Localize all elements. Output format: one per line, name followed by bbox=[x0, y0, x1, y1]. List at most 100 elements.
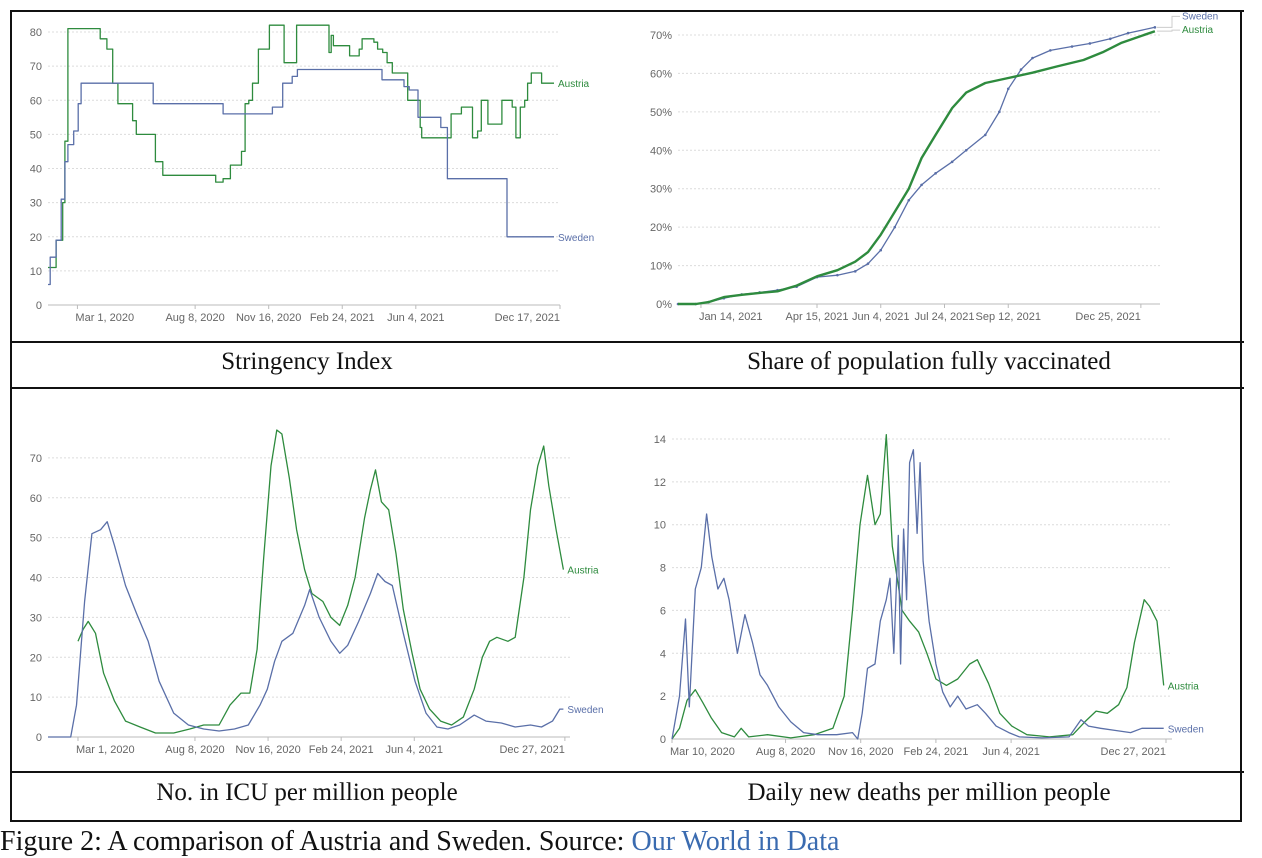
y-tick-label: 50 bbox=[30, 533, 42, 545]
series-label-sweden: Sweden bbox=[1182, 11, 1218, 22]
x-tick-label: Aug 8, 2020 bbox=[165, 312, 224, 324]
x-tick-label: Mar 1, 2020 bbox=[75, 312, 134, 324]
series-label-sweden: Sweden bbox=[567, 705, 603, 716]
data-point-sweden bbox=[893, 225, 897, 229]
data-point-sweden bbox=[853, 270, 857, 273]
data-point-sweden bbox=[879, 248, 883, 252]
divider-top-charts-bottom bbox=[10, 341, 1244, 343]
y-tick-label: 40 bbox=[30, 164, 42, 176]
series-line-sweden bbox=[671, 449, 1164, 740]
x-tick-label: Jun 4, 2021 bbox=[386, 744, 444, 756]
series-label-austria: Austria bbox=[1182, 25, 1214, 36]
x-tick-label: Dec 27, 2021 bbox=[499, 744, 564, 756]
vaccinated-chart: 0% 10% 20% 30% 40% 50% 60% 70% Jan 14, 2021 Apr 1… bbox=[650, 11, 1218, 323]
y-tick-label: 70% bbox=[650, 30, 672, 42]
x-tick-label: Dec 27, 2021 bbox=[1101, 746, 1166, 758]
panel-label-icu: No. in ICU per million people bbox=[156, 779, 458, 806]
data-point-sweden bbox=[1088, 42, 1092, 45]
deaths-chart: 0 2 4 6 8 10 12 14 Mar 10, 2020 Aug 8, 2020 Nov 16… bbox=[654, 434, 1204, 758]
y-tick-label: 4 bbox=[660, 648, 666, 660]
series-line-austria bbox=[678, 30, 1156, 306]
y-tick-label: 40% bbox=[650, 145, 672, 157]
y-tick-label: 0 bbox=[36, 732, 42, 744]
data-point-sweden bbox=[1049, 49, 1052, 52]
data-point-sweden bbox=[934, 172, 937, 175]
x-tick-label: Nov 16, 2020 bbox=[235, 744, 300, 756]
divider-bottom-charts-bottom bbox=[10, 771, 1244, 773]
data-point-sweden bbox=[964, 148, 968, 152]
series-line-sweden bbox=[678, 26, 1156, 305]
data-point-sweden bbox=[920, 183, 923, 187]
data-point-sweden bbox=[1126, 31, 1130, 35]
y-tick-label: 14 bbox=[654, 434, 666, 446]
x-tick-label: Aug 8, 2020 bbox=[165, 744, 224, 756]
series-label-austria: Austria bbox=[1168, 681, 1200, 692]
data-point-sweden bbox=[1019, 68, 1023, 71]
y-tick-label: 0 bbox=[36, 300, 42, 312]
y-tick-label: 20 bbox=[30, 232, 42, 244]
series-label-austria: Austria bbox=[567, 566, 599, 577]
x-tick-label: Feb 24, 2021 bbox=[309, 744, 374, 756]
data-point-sweden bbox=[998, 110, 1001, 114]
x-tick-label: Aug 8, 2020 bbox=[756, 746, 815, 758]
divider-labels-top-row bbox=[10, 387, 1244, 389]
data-point-sweden bbox=[950, 160, 954, 164]
data-point-sweden bbox=[1070, 45, 1074, 48]
figure-caption: Figure 2: A comparison of Austria and Sw… bbox=[0, 826, 839, 858]
x-tick-label: Nov 16, 2020 bbox=[828, 746, 893, 758]
y-tick-label: 10 bbox=[30, 692, 42, 704]
series-line-sweden bbox=[48, 521, 564, 738]
x-tick-label: Jul 24, 2021 bbox=[915, 311, 975, 323]
label-connector bbox=[1156, 29, 1180, 32]
x-tick-label: Apr 15, 2021 bbox=[785, 311, 848, 323]
data-point-sweden bbox=[866, 262, 870, 265]
series-line-austria bbox=[77, 429, 565, 734]
label-connector bbox=[1156, 15, 1180, 28]
x-tick-label: Dec 25, 2021 bbox=[1075, 311, 1140, 323]
series-label-sweden: Sweden bbox=[1168, 724, 1204, 735]
x-tick-label: Jun 4, 2021 bbox=[852, 311, 910, 323]
x-tick-label: Mar 1, 2020 bbox=[76, 744, 135, 756]
y-tick-label: 6 bbox=[660, 605, 666, 617]
data-point-sweden bbox=[1108, 37, 1112, 41]
y-tick-label: 0% bbox=[656, 299, 672, 311]
y-tick-label: 8 bbox=[660, 563, 666, 575]
y-tick-label: 12 bbox=[654, 477, 666, 489]
y-tick-label: 50% bbox=[650, 107, 672, 119]
panel-label-deaths: Daily new deaths per million people bbox=[747, 779, 1111, 806]
stringency-chart: 0 10 20 30 40 50 60 70 80 Mar 1, 2020 Aug 8, 2020 N… bbox=[30, 24, 594, 324]
data-point-sweden bbox=[1006, 87, 1010, 91]
data-point-sweden bbox=[1153, 26, 1157, 29]
y-tick-label: 20% bbox=[650, 222, 672, 234]
y-tick-label: 40 bbox=[30, 573, 42, 585]
series-label-austria: Austria bbox=[558, 79, 590, 90]
series-label-sweden: Sweden bbox=[558, 233, 594, 244]
y-tick-label: 80 bbox=[30, 27, 42, 39]
y-tick-label: 60 bbox=[30, 493, 42, 505]
x-tick-label: Jun 4, 2021 bbox=[387, 312, 445, 324]
x-tick-label: Feb 24, 2021 bbox=[310, 312, 375, 324]
data-point-sweden bbox=[984, 133, 987, 137]
y-tick-label: 30 bbox=[30, 612, 42, 624]
x-tick-label: Mar 10, 2020 bbox=[670, 746, 735, 758]
x-tick-label: Jan 14, 2021 bbox=[699, 311, 763, 323]
y-tick-label: 30% bbox=[650, 184, 672, 196]
figure-frame bbox=[10, 10, 1242, 822]
x-tick-label: Jun 4, 2021 bbox=[982, 746, 1040, 758]
y-tick-label: 10 bbox=[654, 520, 666, 532]
y-tick-label: 70 bbox=[30, 61, 42, 73]
y-tick-label: 50 bbox=[30, 129, 42, 141]
panel-label-stringency: Stringency Index bbox=[221, 348, 393, 375]
y-tick-label: 2 bbox=[660, 691, 666, 703]
y-tick-label: 70 bbox=[30, 453, 42, 465]
panel-label-vaccinated: Share of population fully vaccinated bbox=[747, 348, 1111, 375]
data-point-sweden bbox=[907, 198, 911, 202]
y-tick-label: 30 bbox=[30, 198, 42, 210]
y-tick-label: 10 bbox=[30, 266, 42, 278]
x-tick-label: Feb 24, 2021 bbox=[903, 746, 968, 758]
y-tick-label: 20 bbox=[30, 652, 42, 664]
y-tick-label: 10% bbox=[650, 261, 672, 273]
divider-top bbox=[10, 10, 1244, 12]
series-line-austria bbox=[48, 24, 554, 269]
data-point-sweden bbox=[836, 273, 839, 277]
